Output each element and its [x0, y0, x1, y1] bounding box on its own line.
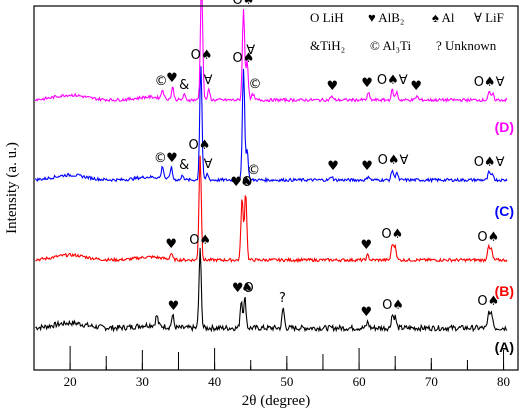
- x-tick-label: 20: [64, 374, 77, 389]
- x-tick-label: 70: [425, 374, 438, 389]
- phase-markers: ♥O♠♥O♠?♥ O♠ O♠♥O♠♥O♠♥O♠ O♠© ♥ &O♠∀O♠© ♥ ♥ O♠∀ O♠∀…: [154, 0, 505, 320]
- plot-frame: [33, 5, 519, 371]
- series-label-c: (C): [495, 203, 514, 219]
- phase-marker: O♠: [233, 51, 255, 66]
- phase-marker: ♥: [327, 79, 339, 94]
- series-label-b: (B): [495, 283, 514, 299]
- phase-marker: O♠: [382, 298, 404, 313]
- x-tick-label: 30: [136, 374, 149, 389]
- phase-marker: ♥O: [230, 175, 252, 190]
- phase-marker: ♥O: [232, 281, 254, 296]
- phase-marker: O♠∀: [474, 155, 505, 170]
- x-axis-label: 2θ (degree): [242, 393, 310, 409]
- series-line-c: [34, 66, 508, 184]
- phase-marker: ∀: [204, 73, 213, 88]
- phase-marker: O♠: [477, 230, 499, 245]
- phase-marker: O♠∀: [378, 153, 409, 168]
- phase-marker: ♥: [327, 159, 339, 174]
- phase-marker: ∀: [246, 43, 255, 58]
- x-tick-label: 60: [353, 374, 366, 389]
- x-tick-label: 80: [497, 374, 510, 389]
- phase-marker: ♥: [410, 79, 422, 94]
- x-tick-label: 50: [280, 374, 293, 389]
- phase-marker: O♠: [233, 0, 255, 8]
- series-line-b: [35, 155, 508, 264]
- series-line-d: [34, 0, 508, 104]
- legend-entry-al: ♠ Al: [432, 10, 455, 25]
- legend-entry-alb2: ♥ AlB₂: [368, 10, 404, 25]
- phase-marker: ∀: [204, 157, 213, 172]
- phase-marker: &: [179, 158, 189, 173]
- legend-entry-tih2: &TiH₂: [310, 38, 345, 53]
- phase-marker: O♠: [191, 48, 213, 63]
- phase-marker: ?: [279, 291, 286, 306]
- phase-marker: O♠: [477, 294, 499, 309]
- phase-marker: O♠: [188, 138, 210, 153]
- phase-marker: ♥: [360, 238, 372, 253]
- series-lines: [34, 0, 508, 333]
- phase-marker: O♠: [189, 233, 211, 248]
- x-axis-ticks: 20 30 40 50 60 70 80: [33, 363, 510, 389]
- phase-marker: ♥: [166, 151, 178, 166]
- series-line-a: [35, 247, 508, 333]
- legend-entry-al3ti: © Al₃Ti: [370, 38, 411, 53]
- phase-marker: ♥: [168, 299, 180, 314]
- series-label-a: (A): [495, 339, 514, 355]
- phase-marker: O♠∀: [377, 73, 408, 88]
- phase-marker: ©: [247, 163, 260, 178]
- series-labels: (A) (B) (C) (D): [495, 119, 514, 355]
- legend-entry-lih: O LiH: [310, 10, 344, 25]
- y-axis-label: Intensity (a. u.): [4, 142, 20, 234]
- phase-marker: O♠: [381, 227, 403, 242]
- phase-marker: ©: [155, 74, 168, 89]
- phase-marker: ©: [249, 77, 262, 92]
- phase-marker: &: [179, 78, 189, 93]
- series-label-d: (D): [495, 119, 514, 135]
- phase-marker: ♠: [241, 175, 253, 190]
- phase-marker: ♥: [361, 159, 373, 174]
- phase-marker: ♥: [166, 71, 178, 86]
- phase-marker: ©: [154, 151, 167, 166]
- phase-marker: ♥: [361, 76, 373, 91]
- phase-marker: ♥: [165, 237, 177, 252]
- legend: O LiH ♥ AlB₂ ♠ Al ∀ LiF &TiH₂ © Al₃Ti ? …: [310, 10, 504, 53]
- x-tick-label: 40: [208, 374, 221, 389]
- legend-entry-unknown: ? Unknown: [436, 38, 497, 53]
- phase-marker: O♠∀: [474, 75, 505, 90]
- phase-marker: ♠: [241, 281, 253, 296]
- legend-entry-lif: ∀ LiF: [474, 10, 504, 25]
- phase-marker: ♥: [360, 305, 372, 320]
